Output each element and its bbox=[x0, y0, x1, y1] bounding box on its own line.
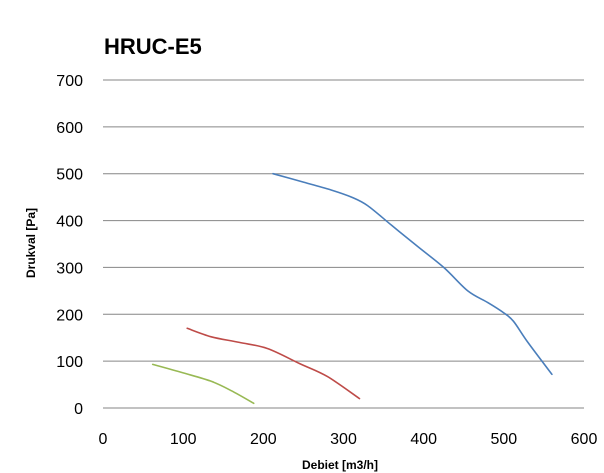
y-tick-label: 100 bbox=[56, 354, 83, 371]
series-lines bbox=[151, 172, 553, 405]
series-line-1 bbox=[272, 172, 553, 376]
gridlines bbox=[103, 79, 584, 409]
y-tick-label: 200 bbox=[56, 307, 83, 324]
x-tick-labels: 0 100 200 300 400 500 600 bbox=[99, 431, 598, 448]
x-tick-label: 400 bbox=[410, 431, 437, 448]
y-tick-label: 300 bbox=[56, 260, 83, 277]
y-tick-label: 0 bbox=[74, 401, 83, 418]
y-tick-labels: 0 100 200 300 400 500 600 700 bbox=[56, 73, 83, 418]
series-line-2 bbox=[186, 327, 361, 400]
x-tick-label: 300 bbox=[330, 431, 357, 448]
series-line-3 bbox=[151, 363, 255, 405]
x-axis-label: Debiet [m3/h] bbox=[302, 458, 378, 472]
x-tick-label: 600 bbox=[571, 431, 598, 448]
y-axis-label: Drukval [Pa] bbox=[24, 208, 38, 278]
y-tick-label: 600 bbox=[56, 120, 83, 137]
x-tick-label: 200 bbox=[250, 431, 277, 448]
x-tick-label: 100 bbox=[170, 431, 197, 448]
x-tick-label: 0 bbox=[99, 431, 108, 448]
chart-title: HRUC-E5 bbox=[104, 34, 202, 59]
x-tick-label: 500 bbox=[490, 431, 517, 448]
y-tick-label: 700 bbox=[56, 73, 83, 90]
y-tick-label: 500 bbox=[56, 167, 83, 184]
y-tick-label: 400 bbox=[56, 214, 83, 231]
